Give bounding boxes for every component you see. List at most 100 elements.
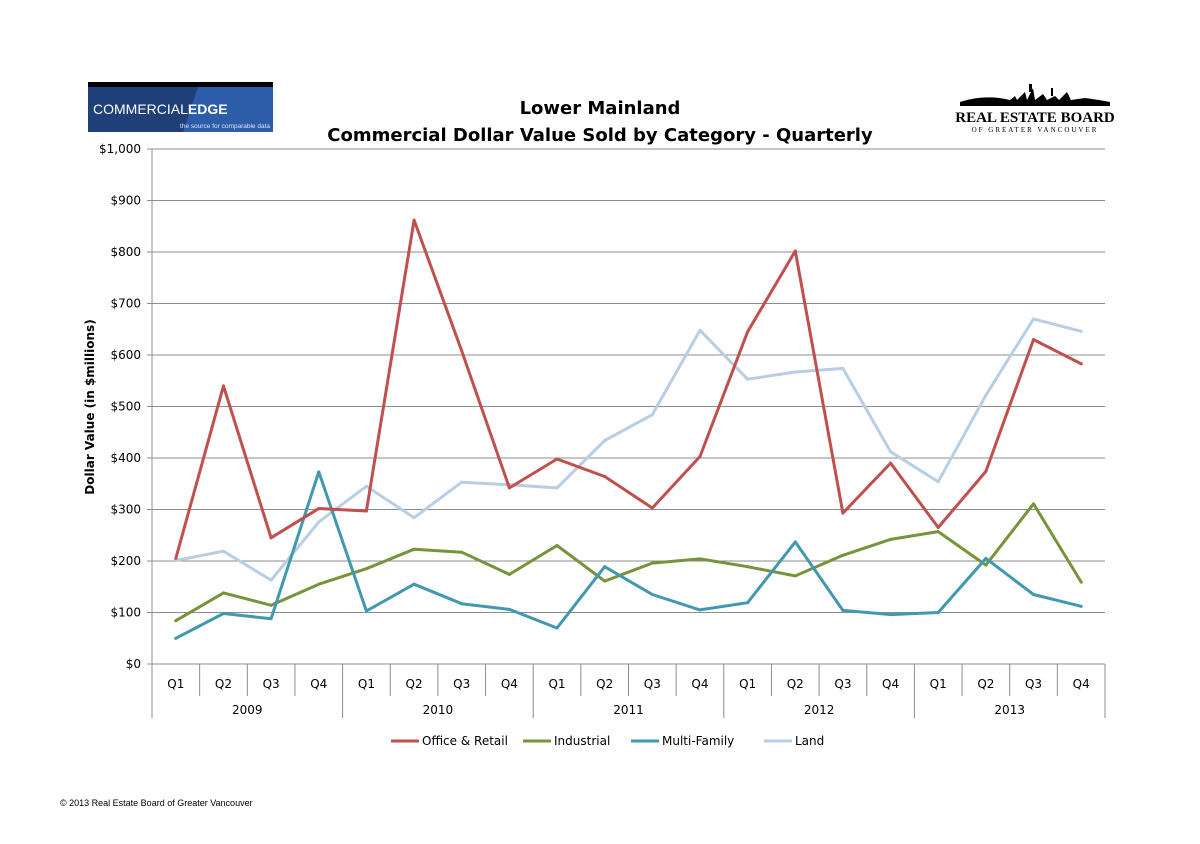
data-point [793, 540, 797, 544]
x-tick-label: Q4 [1073, 677, 1090, 691]
data-point [1079, 362, 1083, 366]
data-point [555, 544, 559, 548]
data-point [698, 328, 702, 332]
data-point [317, 506, 321, 510]
legend-label: Land [795, 734, 824, 748]
chart-title-block: Lower Mainland Commercial Dollar Value S… [300, 95, 900, 149]
data-point [555, 486, 559, 490]
data-point [174, 619, 178, 623]
data-point [555, 457, 559, 461]
data-point [698, 608, 702, 612]
data-point [793, 249, 797, 253]
data-point [889, 450, 893, 454]
y-axis-label: Dollar Value (in $millions) [83, 319, 97, 494]
series-line-office-retail [174, 218, 1083, 560]
x-year-label: 2009 [232, 703, 263, 717]
x-tick-label: Q3 [834, 677, 851, 691]
y-tick-label: $800 [110, 245, 141, 259]
data-point [1079, 604, 1083, 608]
logo-brand-bold: EDGE [188, 101, 228, 117]
data-point [984, 556, 988, 560]
x-tick-label: Q4 [310, 677, 327, 691]
data-point [174, 636, 178, 640]
data-point [603, 438, 607, 442]
x-tick-label: Q4 [882, 677, 899, 691]
data-point [746, 601, 750, 605]
chart-title: Lower Mainland [519, 98, 681, 119]
x-tick-label: Q1 [358, 677, 375, 691]
legend: Office & Retail Industrial Multi-Family Lan… [391, 734, 824, 748]
data-point [507, 486, 511, 490]
skyline-icon [960, 84, 1110, 106]
data-point [364, 509, 368, 513]
data-point [746, 377, 750, 381]
data-point [1032, 317, 1036, 321]
y-tick-label: $500 [110, 400, 141, 414]
series-line-multi-family [174, 470, 1083, 640]
y-tick-label: $300 [110, 503, 141, 517]
series-lines [174, 218, 1083, 640]
y-tick-label: $1,000 [99, 142, 141, 156]
data-point [889, 461, 893, 465]
data-point [507, 572, 511, 576]
data-point [841, 608, 845, 612]
legend-label: Industrial [554, 734, 610, 748]
x-year-label: 2011 [613, 703, 644, 717]
data-point [984, 469, 988, 473]
data-point [746, 330, 750, 334]
data-point [650, 506, 654, 510]
x-tick-label: Q1 [548, 677, 565, 691]
x-tick-label: Q3 [1025, 677, 1042, 691]
data-point [889, 613, 893, 617]
y-tick-label: $0 [126, 657, 141, 671]
data-point [221, 549, 225, 553]
data-point [650, 413, 654, 417]
real-estate-board-logo: REAL ESTATE BOARD OF GREATER VANCOUVER [955, 84, 1115, 134]
data-point [269, 603, 273, 607]
x-tick-label: Q4 [501, 677, 518, 691]
data-point [984, 563, 988, 567]
x-tick-label: Q1 [930, 677, 947, 691]
y-tick-label: $200 [110, 554, 141, 568]
data-point [936, 530, 940, 534]
data-point [1032, 338, 1036, 342]
data-point [174, 556, 178, 560]
data-point [889, 537, 893, 541]
logo-board-name: REAL ESTATE BOARD [955, 110, 1115, 126]
data-point [460, 480, 464, 484]
x-tick-label: Q2 [787, 677, 804, 691]
data-point [603, 565, 607, 569]
data-point [269, 536, 273, 540]
x-tick-label: Q1 [167, 677, 184, 691]
data-point [1032, 502, 1036, 506]
x-year-label: 2010 [423, 703, 454, 717]
data-point [269, 578, 273, 582]
data-point [1079, 580, 1083, 584]
data-point [1032, 592, 1036, 596]
y-axis: $0 $100 $200 $300 $400 $500 $600 $700 $800 $900 $1… [99, 142, 153, 671]
data-point [841, 511, 845, 515]
data-point [841, 366, 845, 370]
y-tick-label: $600 [110, 348, 141, 362]
data-point [507, 607, 511, 611]
data-point [364, 609, 368, 613]
x-tick-label: Q3 [453, 677, 470, 691]
x-tick-label: Q2 [977, 677, 994, 691]
y-tick-label: $400 [110, 451, 141, 465]
x-year-label: 2012 [804, 703, 835, 717]
data-point [555, 626, 559, 630]
data-point [221, 591, 225, 595]
data-point [650, 561, 654, 565]
x-year-label: 2013 [994, 703, 1025, 717]
data-point [603, 475, 607, 479]
data-point [364, 567, 368, 571]
x-tick-label: Q3 [644, 677, 661, 691]
series-line-industrial [174, 502, 1083, 623]
data-point [460, 550, 464, 554]
legend-label: Multi-Family [662, 734, 734, 748]
logo-brand-regular: COMMERCIAL [93, 101, 188, 117]
gridlines [152, 148, 1105, 665]
data-point [841, 553, 845, 557]
data-point [317, 520, 321, 524]
data-point [460, 349, 464, 353]
